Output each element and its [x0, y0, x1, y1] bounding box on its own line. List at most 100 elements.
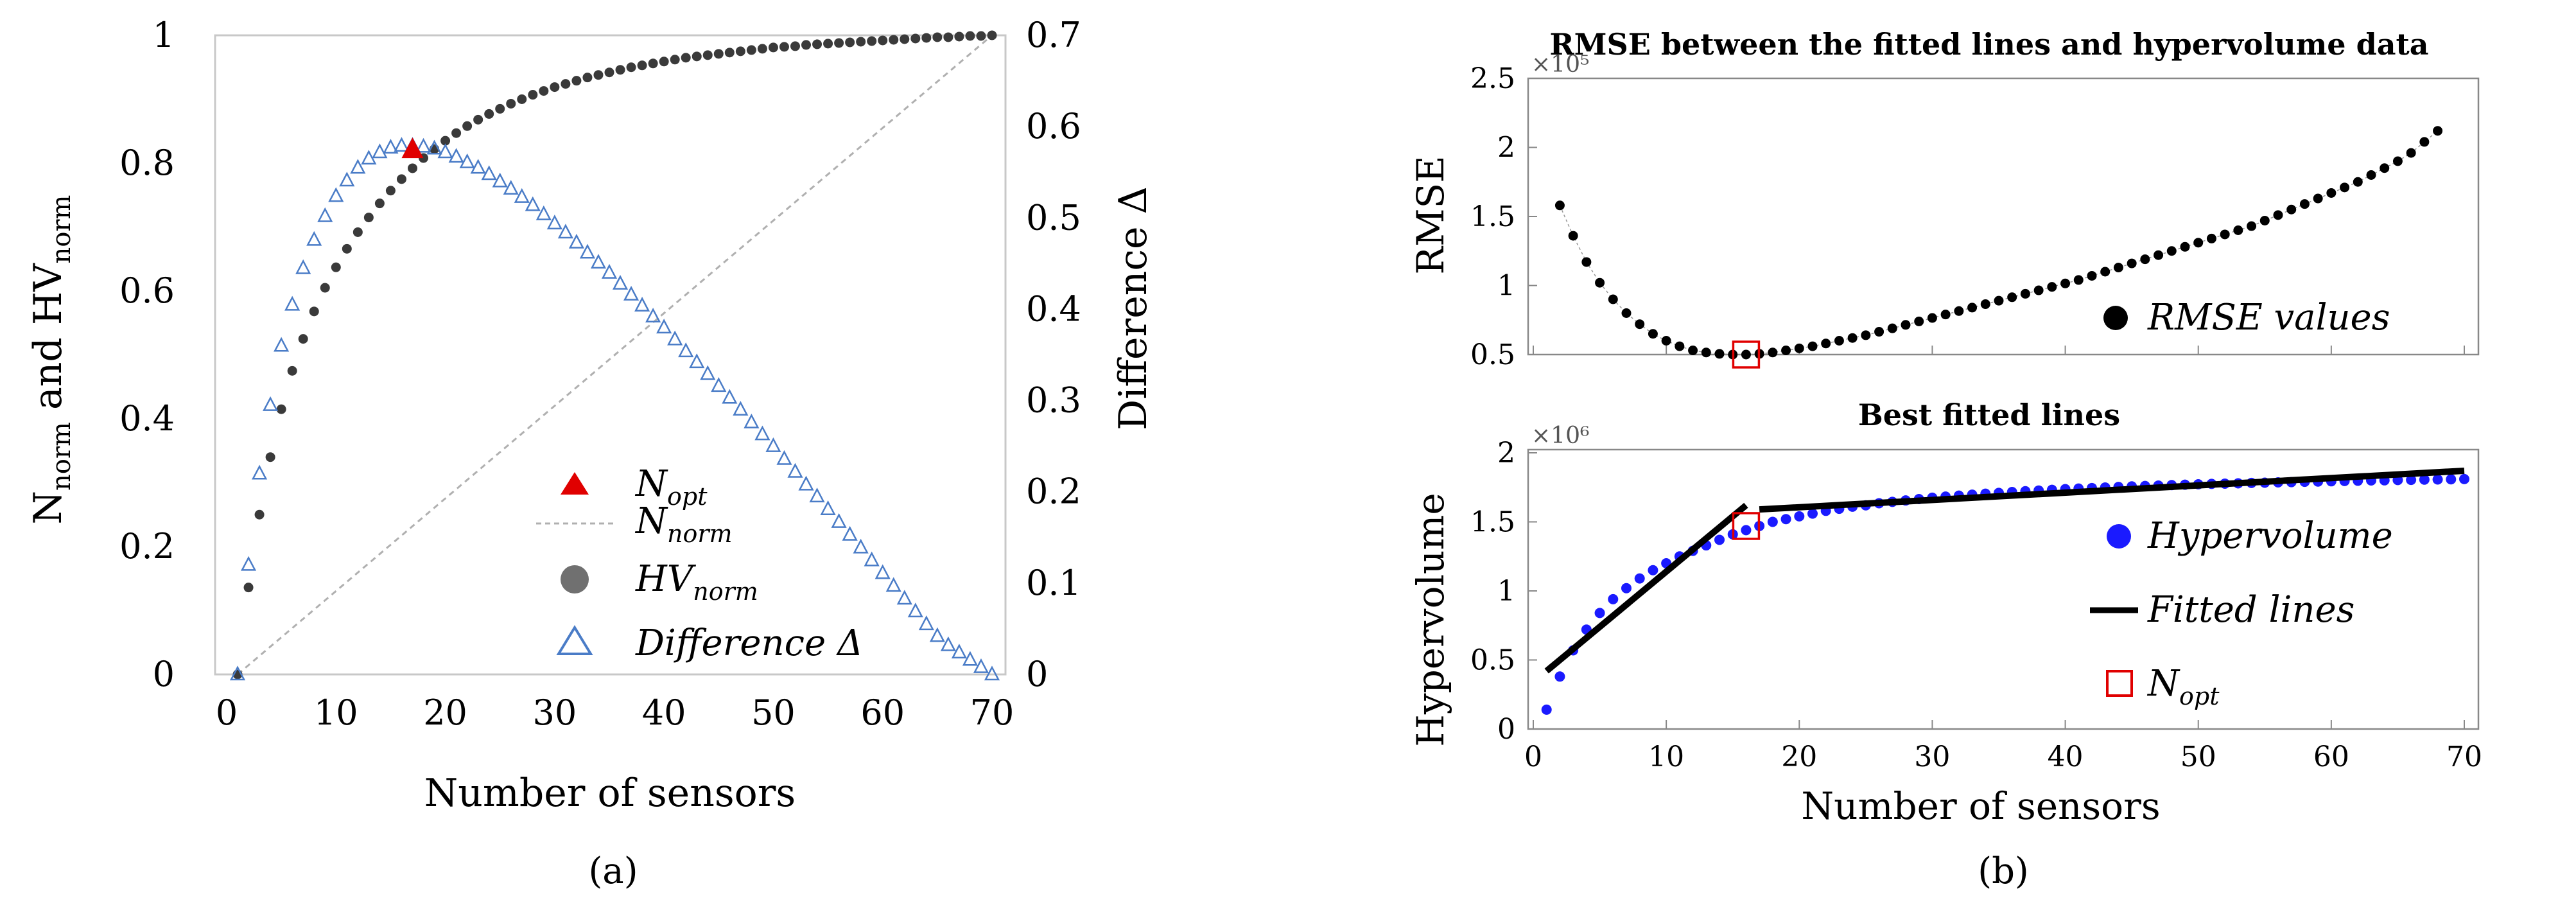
- panel-b-bottom-exponent: ×10⁶: [1531, 423, 1589, 449]
- difference-point: [415, 137, 431, 153]
- difference-point: [481, 165, 497, 180]
- difference-point: [437, 143, 453, 159]
- difference-point: [656, 319, 672, 334]
- difference-point: [229, 665, 246, 681]
- difference-point: [448, 148, 464, 163]
- hv-norm-point: [484, 109, 494, 119]
- rmse-point: [2166, 246, 2177, 256]
- panel-a-legend: Nopt Nnorm HVnorm Difference Δ: [536, 463, 863, 664]
- rmse-point: [1807, 341, 1818, 351]
- hv-norm-point: [889, 35, 899, 45]
- hv-norm-point: [276, 404, 286, 414]
- panel-b-bottom-y-tick-label: 1: [1497, 575, 1515, 608]
- difference-point: [711, 377, 727, 392]
- hv-norm-point: [561, 79, 571, 89]
- hv-norm-point: [834, 38, 844, 48]
- difference-point: [667, 330, 683, 346]
- difference-point: [885, 577, 901, 592]
- hv-norm-point: [385, 186, 396, 196]
- panel-a-y-tick-label-left: 0.4: [119, 398, 175, 439]
- rmse-point: [2392, 156, 2403, 166]
- rmse-point: [2366, 170, 2376, 180]
- hv-norm-point: [910, 33, 921, 44]
- panel-b-bottom-y-ticks: 0 0.5 1 1.5 2: [1470, 437, 1537, 746]
- rmse-point: [1661, 336, 1671, 346]
- hv-norm-point: [779, 42, 789, 52]
- hypervolume-point: [1541, 704, 1552, 715]
- difference-point: [514, 188, 530, 203]
- panel-a-plot-frame: [214, 34, 1007, 676]
- difference-point: [951, 644, 967, 659]
- hv-norm-point: [265, 452, 275, 462]
- difference-point: [274, 337, 290, 352]
- panel-a-x-tick-label: 60: [860, 692, 905, 733]
- difference-point: [918, 615, 934, 631]
- rmse-point: [1874, 327, 1884, 337]
- hv-norm-point: [528, 90, 538, 100]
- difference-point: [678, 342, 694, 358]
- hv-norm-point: [407, 163, 417, 173]
- difference-point: [525, 196, 541, 211]
- hypervolume-point: [1594, 608, 1605, 619]
- rmse-point: [1861, 330, 1871, 340]
- panel-a-y-tick-label-right: 0.4: [1026, 288, 1081, 329]
- rmse-point: [2180, 242, 2190, 252]
- rmse-point: [1608, 294, 1618, 304]
- panel-b-bottom-y-tick-label: 0: [1497, 713, 1515, 746]
- legend-hv-norm-label: HVnorm: [635, 558, 758, 606]
- difference-point: [700, 365, 716, 380]
- panel-b-top-y-tick-label: 1.5: [1470, 200, 1515, 233]
- difference-point: [263, 396, 279, 411]
- panel-b-top-y-axis-label: RMSE: [1409, 155, 1452, 274]
- hypervolume-point: [1714, 534, 1725, 545]
- hv-norm-point: [724, 48, 735, 58]
- panel-a-y-tick-label-left: 0: [153, 654, 175, 694]
- rmse-point: [1954, 306, 1964, 316]
- rmse-point: [1914, 316, 1924, 326]
- panel-a-x-tick-label: 40: [642, 692, 686, 733]
- hypervolume-point: [1807, 508, 1818, 519]
- rmse-point: [2193, 238, 2204, 248]
- rmse-point: [2154, 250, 2164, 260]
- panel-a-y-tick-label-right: 0.3: [1026, 380, 1081, 421]
- legend-difference-swatch: [556, 625, 593, 655]
- hv-norm-point: [976, 31, 986, 41]
- rmse-point: [1834, 336, 1844, 346]
- panel-b-bottom-x-tick-label: 40: [2048, 741, 2084, 773]
- hv-norm-point: [921, 33, 932, 43]
- panel-b-bottom-chart: Best fitted lines ×10⁶ 0 0.5 1 1.5 2 0 10 20 30…: [1409, 398, 2482, 892]
- panel-b-top-x-tickmarks: [1533, 346, 2465, 355]
- hv-norm-point: [932, 32, 943, 42]
- hv-norm-point: [517, 94, 527, 104]
- difference-point: [361, 150, 377, 165]
- panel-b-bottom-legend: Hypervolume Fitted lines Nopt: [2090, 515, 2393, 710]
- rmse-point: [1568, 231, 1578, 241]
- panel-b-top-chart: RMSE between the fitted lines and hyperv…: [1409, 27, 2480, 371]
- rmse-point: [2419, 137, 2430, 147]
- difference-point: [339, 171, 355, 187]
- hv-norm-point: [626, 62, 636, 73]
- panel-b-bottom-title: Best fitted lines: [1858, 398, 2120, 432]
- difference-point: [426, 139, 442, 155]
- difference-point: [350, 159, 366, 174]
- rmse-point: [1675, 341, 1685, 351]
- difference-point: [546, 215, 562, 230]
- hypervolume-point: [2446, 474, 2457, 485]
- rmse-point: [1794, 343, 1804, 353]
- rmse-n-opt-marker: [1732, 340, 1761, 369]
- panel-b-bottom-y-tick-label: 0.5: [1470, 644, 1515, 677]
- hypervolume-point: [1554, 671, 1565, 682]
- difference-point: [776, 450, 792, 465]
- legend-n-opt-b-swatch: [2106, 670, 2133, 697]
- panel-a-y-tick-label-left: 1: [153, 15, 175, 55]
- hv-norm-point: [954, 31, 964, 42]
- hv-norm-point: [856, 37, 866, 47]
- hypervolume-point: [1741, 525, 1752, 536]
- difference-point: [240, 556, 257, 571]
- hv-norm-point: [331, 262, 341, 272]
- rmse-point: [1980, 299, 1990, 310]
- panel-a-x-axis-label: Number of sensors: [424, 771, 796, 816]
- rmse-point: [2073, 275, 2084, 285]
- hv-norm-point: [965, 31, 975, 41]
- panel-b-top-y-tick-label: 0.5: [1470, 338, 1515, 371]
